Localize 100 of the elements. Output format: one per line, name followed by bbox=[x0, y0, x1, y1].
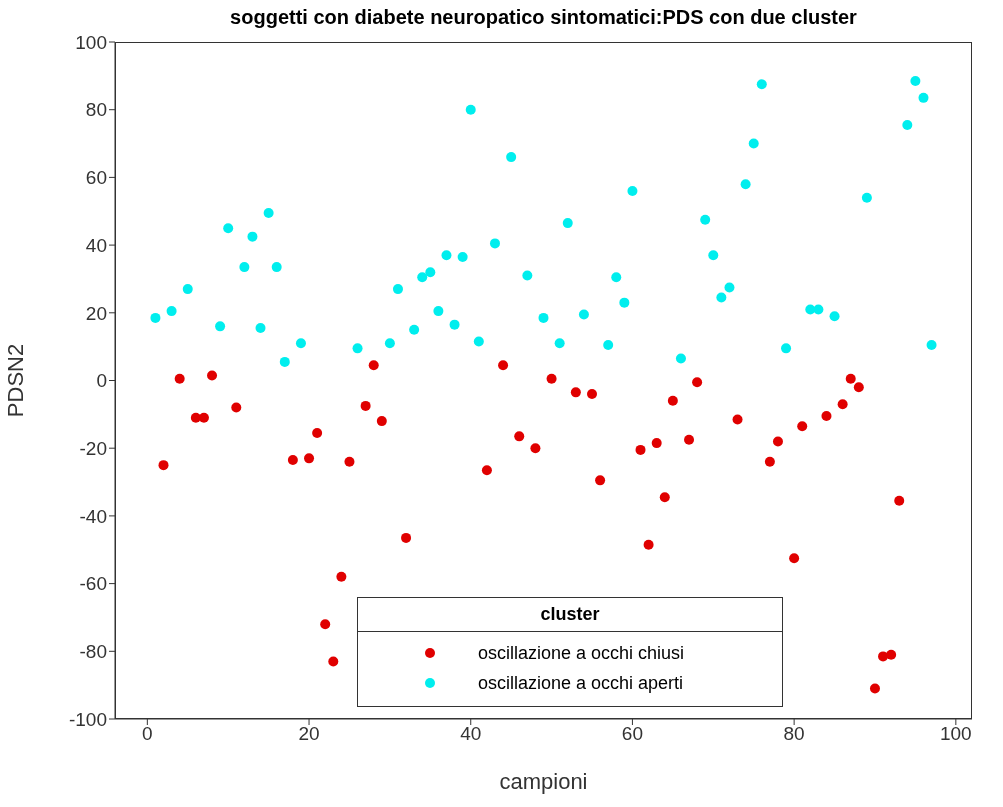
point bbox=[473, 336, 484, 347]
point bbox=[506, 152, 517, 163]
point bbox=[182, 284, 193, 295]
point bbox=[489, 238, 500, 249]
point bbox=[166, 306, 177, 317]
y-axis-title: PDSN2 bbox=[2, 343, 28, 418]
y-tick-label: 100 bbox=[75, 31, 107, 53]
point bbox=[287, 455, 298, 466]
point bbox=[352, 343, 363, 354]
point bbox=[384, 338, 395, 349]
point bbox=[263, 207, 274, 218]
point bbox=[700, 214, 711, 225]
point bbox=[449, 319, 460, 330]
point bbox=[441, 250, 452, 261]
point bbox=[239, 262, 250, 273]
point bbox=[675, 353, 686, 364]
x-axis-title: campioni bbox=[499, 769, 588, 794]
point bbox=[320, 619, 331, 630]
point bbox=[756, 79, 767, 90]
point bbox=[360, 400, 371, 411]
point bbox=[603, 339, 614, 350]
point bbox=[247, 231, 258, 242]
point bbox=[740, 179, 751, 190]
point bbox=[869, 683, 880, 694]
point bbox=[772, 436, 783, 447]
point bbox=[578, 309, 589, 320]
point bbox=[481, 465, 492, 476]
point bbox=[748, 138, 759, 149]
point bbox=[789, 553, 800, 564]
x-tick-label: 100 bbox=[939, 723, 972, 745]
point bbox=[910, 75, 921, 86]
point bbox=[554, 338, 565, 349]
y-tick-label: -60 bbox=[79, 573, 107, 595]
x-tick-label: 80 bbox=[783, 723, 805, 745]
y-tick-label: 0 bbox=[96, 370, 107, 392]
point bbox=[376, 416, 387, 427]
point bbox=[595, 475, 606, 486]
point bbox=[643, 539, 654, 550]
point bbox=[158, 460, 169, 471]
point bbox=[498, 360, 509, 371]
point bbox=[223, 223, 234, 234]
point bbox=[174, 373, 185, 384]
point bbox=[425, 267, 436, 278]
point bbox=[926, 339, 937, 350]
point bbox=[562, 218, 573, 229]
point bbox=[279, 356, 290, 367]
point bbox=[918, 92, 929, 103]
point bbox=[853, 382, 864, 393]
point bbox=[651, 438, 662, 449]
point bbox=[902, 119, 913, 130]
point bbox=[368, 360, 379, 371]
x-tick-label: 40 bbox=[460, 723, 482, 745]
point bbox=[207, 370, 218, 381]
legend-label: oscillazione a occhi aperti bbox=[478, 672, 684, 694]
point bbox=[684, 434, 695, 445]
point bbox=[837, 399, 848, 410]
point bbox=[522, 270, 533, 281]
point bbox=[417, 272, 428, 283]
chart-title: soggetti con diabete neuropatico sintomatici:PDS con due cluster bbox=[229, 6, 858, 29]
y-tick-label: -80 bbox=[79, 641, 107, 663]
point bbox=[231, 402, 242, 413]
point bbox=[861, 192, 872, 203]
point bbox=[845, 373, 856, 384]
point bbox=[271, 262, 282, 273]
point bbox=[465, 104, 476, 115]
y-tick-label: 20 bbox=[85, 302, 107, 324]
y-tick-label: -20 bbox=[79, 437, 107, 459]
point bbox=[312, 427, 323, 438]
point bbox=[716, 292, 727, 303]
point bbox=[336, 571, 347, 582]
point bbox=[198, 412, 209, 423]
point bbox=[392, 284, 403, 295]
point bbox=[570, 387, 581, 398]
legend-label: oscillazione a occhi chiusi bbox=[478, 642, 685, 664]
point bbox=[457, 251, 468, 262]
point bbox=[328, 656, 339, 667]
point bbox=[611, 272, 622, 283]
point bbox=[708, 250, 719, 261]
y-tick-label: 60 bbox=[85, 167, 107, 189]
point bbox=[692, 377, 703, 388]
x-tick-label: 0 bbox=[142, 723, 153, 745]
x-tick-label: 20 bbox=[298, 723, 320, 745]
point bbox=[813, 304, 824, 315]
point bbox=[781, 343, 792, 354]
x-tick-label: 60 bbox=[621, 723, 643, 745]
legend-title: cluster bbox=[539, 603, 601, 626]
point bbox=[764, 456, 775, 467]
point bbox=[627, 185, 638, 196]
point bbox=[401, 532, 412, 543]
y-tick-label: -40 bbox=[79, 505, 107, 527]
point bbox=[215, 321, 226, 332]
point bbox=[587, 389, 598, 400]
point bbox=[829, 311, 840, 322]
point bbox=[894, 495, 905, 506]
y-tick-label: 80 bbox=[85, 99, 107, 121]
point bbox=[530, 443, 541, 454]
point bbox=[619, 297, 630, 308]
point bbox=[150, 312, 161, 323]
point bbox=[514, 431, 525, 442]
point bbox=[538, 312, 549, 323]
